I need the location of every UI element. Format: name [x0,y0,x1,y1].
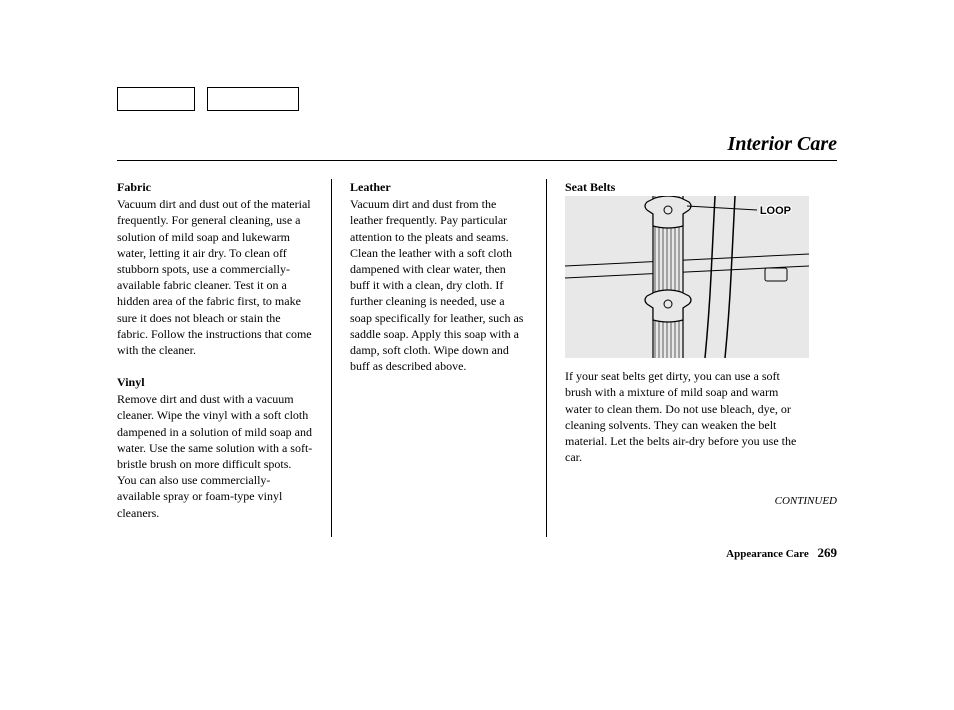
header-box-2 [207,87,299,111]
vinyl-text: Remove dirt and dust with a vacuum clean… [117,391,313,521]
footer-section: Appearance Care [726,548,809,560]
vinyl-heading: Vinyl [117,374,313,390]
column-3: Seat Belts [547,179,807,537]
header-box-1 [117,87,195,111]
page-footer: Appearance Care 269 [726,545,837,561]
header-boxes [117,87,837,111]
loop-label: LOOP [760,204,791,219]
page-title: Interior Care [728,133,837,155]
leather-heading: Leather [350,179,528,195]
fabric-text: Vacuum dirt and dust out of the material… [117,196,313,358]
seatbelt-diagram: LOOP [565,196,809,358]
seatbelts-heading: Seat Belts [565,179,807,195]
continued-label: CONTINUED [775,495,837,507]
column-2: Leather Vacuum dirt and dust from the le… [332,179,547,537]
leather-text: Vacuum dirt and dust from the leather fr… [350,196,528,374]
page-number: 269 [818,545,838,560]
seatbelts-text: If your seat belts get dirty, you can us… [565,368,807,465]
content-columns: Fabric Vacuum dirt and dust out of the m… [117,179,837,537]
title-row: Interior Care [117,133,837,161]
column-1: Fabric Vacuum dirt and dust out of the m… [117,179,332,537]
fabric-heading: Fabric [117,179,313,195]
